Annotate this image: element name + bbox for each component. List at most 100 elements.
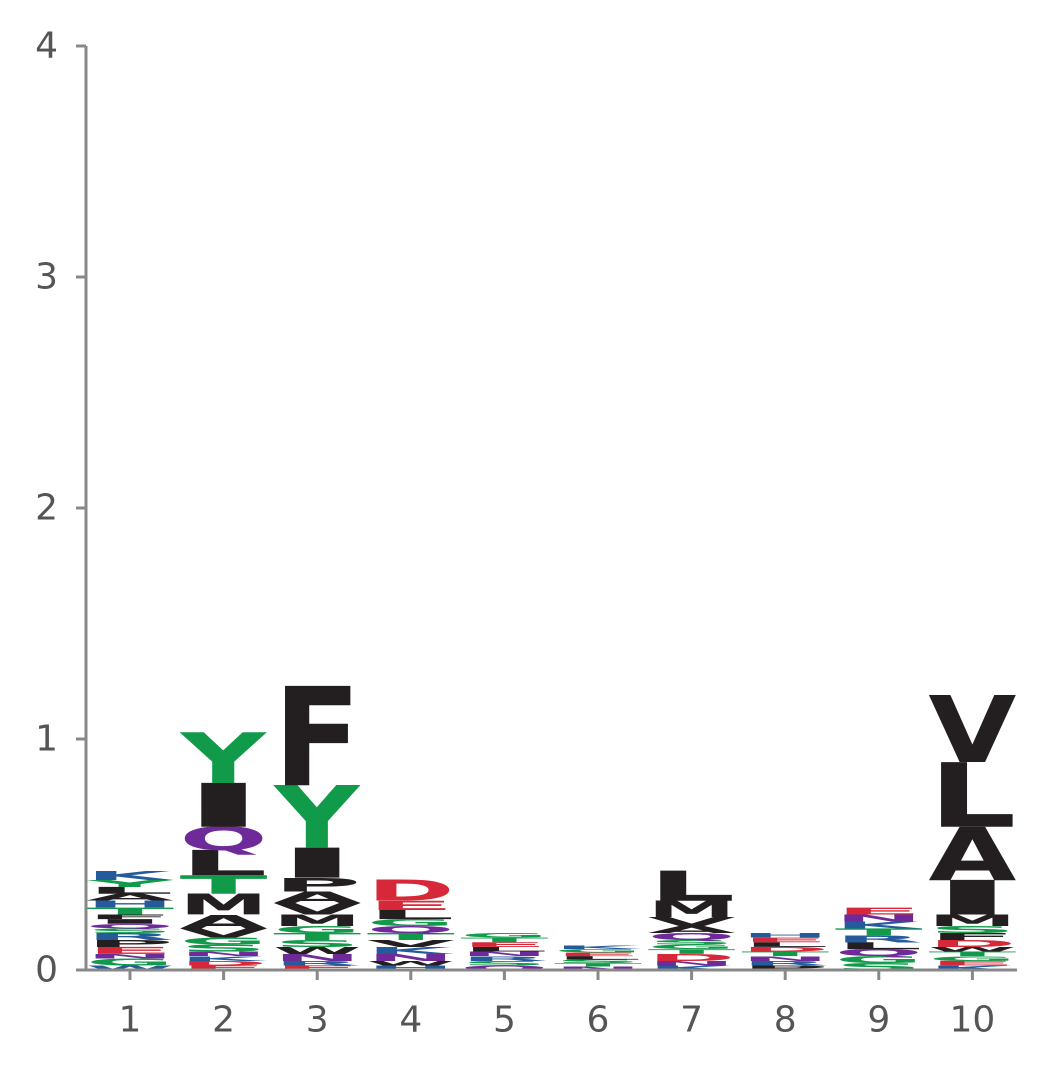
logo-letter-pos7-Q: Q (648, 931, 736, 942)
logo-letter-pos1-I: I (86, 918, 174, 925)
logo-letter-pos3-V: V (273, 900, 361, 918)
logo-letter-pos6-K: K (554, 945, 642, 951)
x-tick-label: 9 (867, 1000, 890, 1041)
logo-letter-pos4-T: T (367, 931, 455, 942)
logo-letter-pos2-K: K (180, 955, 268, 962)
logo-letter-pos6-T: T (554, 962, 642, 968)
logo-letter-pos2-N: N (180, 950, 268, 957)
logo-letter-pos3-M: M (273, 911, 361, 929)
y-tick-label: 0 (35, 950, 58, 991)
x-tick-label: 1 (119, 1000, 142, 1041)
logo-letter-pos1-P: P (86, 938, 174, 949)
logo-letter-pos10-F: F (928, 931, 1016, 942)
logo-letter-pos4-K: K (367, 945, 456, 956)
logo-letter-pos9-T: T (835, 927, 923, 938)
logo-letter-pos1-S: S (86, 927, 174, 934)
logo-letter-pos4-D: D (367, 875, 455, 908)
logo-letter-pos9-E: E (835, 906, 923, 917)
logo-letter-pos8-N: N (741, 955, 829, 962)
logo-letter-pos8-D: D (741, 946, 829, 953)
logo-letter-pos3-S: S (273, 938, 361, 949)
logo-letter-pos9-G: G (835, 954, 923, 965)
logo-letter-pos7-A: A (648, 924, 737, 935)
logo-letter-pos10-K: K (928, 964, 1016, 971)
logo-letter-pos4-V: V (367, 938, 456, 949)
logo-letter-pos9-L: L (835, 940, 923, 951)
logo-letter-pos2-T: T (180, 870, 268, 899)
y-tick-label: 2 (35, 488, 58, 529)
logo-letter-pos9-S: S (835, 961, 923, 972)
logo-letter-pos9-K: K (835, 920, 924, 931)
logo-letter-pos7-D: D (648, 952, 736, 963)
logo-letter-pos7-T: T (648, 948, 736, 955)
logo-letter-pos10-L: L (928, 745, 1016, 848)
logo-letter-pos1-E: E (86, 945, 174, 956)
logo-letter-pos4-W: W (367, 960, 455, 967)
logo-letter-pos4-L: L (367, 908, 455, 923)
x-tick-label: 6 (587, 1000, 610, 1041)
logo-letter-pos2-G: G (180, 936, 268, 947)
logo-letter-pos3-I: I (273, 839, 361, 887)
logo-letter-pos3-R: R (273, 960, 361, 967)
logo-letter-pos8-E: E (741, 936, 829, 943)
x-tick-label: 3 (306, 1000, 329, 1041)
logo-letter-pos1-G: G (86, 957, 174, 968)
logo-letter-pos6-S: S (554, 959, 642, 964)
logo-letter-pos10-I: I (928, 871, 1016, 926)
logo-letter-pos5-T: T (460, 936, 548, 943)
logo-letter-pos9-Q: Q (835, 947, 923, 958)
logo-letter-pos7-K: K (648, 964, 736, 971)
logo-letter-pos1-R: R (86, 931, 174, 942)
logo-letter-pos1-L: L (86, 885, 174, 896)
logo-letter-pos6-N: N (554, 966, 642, 972)
logo-letter-pos10-T: T (928, 950, 1016, 957)
logo-letter-pos7-L: L (648, 863, 736, 911)
logo-letter-pos1-W: W (86, 964, 174, 971)
logo-letter-pos4-G: G (367, 917, 455, 928)
logo-letter-pos4-H: H (367, 964, 455, 971)
logo-letter-pos5-E: E (460, 941, 548, 948)
logo-letter-pos5-L: L (460, 946, 548, 953)
logo-letter-pos3-W: W (273, 945, 361, 956)
logo-letter-pos7-V: V (648, 915, 737, 930)
logo-letter-pos6-L: L (554, 955, 642, 961)
logo-letter-pos2-Y: Y (180, 718, 268, 800)
x-tick-label: 10 (949, 1000, 995, 1041)
logo-letter-pos1-N: N (86, 953, 174, 960)
logo-letter-pos9-N: N (835, 913, 923, 924)
logo-letter-pos2-S: S (180, 943, 268, 954)
logo-letter-pos3-N: N (273, 952, 361, 963)
logo-letter-pos8-P: P (741, 964, 829, 971)
logo-letter-pos2-D: D (180, 959, 268, 966)
logo-letter-pos3-Y: Y (273, 769, 361, 868)
logo-letter-pos3-P: P (273, 874, 361, 896)
logo-letter-pos10-G: G (928, 955, 1016, 962)
logo-letter-pos5-R: R (460, 955, 548, 962)
logo-letter-pos2-A: A (180, 911, 268, 933)
logo-letter-pos10-S: S (928, 924, 1016, 935)
logo-letter-pos7-S: S (648, 939, 736, 946)
logo-letter-pos1-F: F (86, 913, 174, 920)
logo-letter-pos2-L: L (180, 843, 268, 883)
logo-letter-pos2-M: M (180, 889, 268, 922)
logo-letter-pos1-Q: Q (86, 923, 174, 930)
logo-letter-pos10-E: E (928, 959, 1016, 966)
logo-letter-pos8-L: L (741, 941, 829, 948)
logo-letter-pos10-D: D (928, 938, 1016, 949)
logo-letter-pos6-G: G (554, 948, 642, 954)
x-tick-label: 7 (680, 1000, 703, 1041)
logo-letter-pos3-T: T (273, 931, 361, 942)
logo-letter-pos10-M: M (928, 911, 1016, 929)
logo-letter-pos10-W: W (928, 946, 1016, 953)
logo-letter-pos2-E: E (180, 964, 268, 971)
logo-letter-pos1-A: A (86, 892, 175, 903)
logo-letter-pos3-E: E (273, 964, 361, 971)
x-axis-ticks: 1 2 3 4 5 6 7 8 9 10 (119, 970, 995, 1041)
x-tick-label: 8 (774, 1000, 797, 1041)
logo-letter-pos2-Q: Q (180, 821, 268, 858)
logo-letter-pos2-I: I (180, 771, 268, 841)
logo-letter-pos1-Y: Y (86, 878, 175, 889)
logo-letter-pos7-N: N (648, 960, 736, 967)
logo-letter-pos8-H: H (741, 932, 829, 939)
